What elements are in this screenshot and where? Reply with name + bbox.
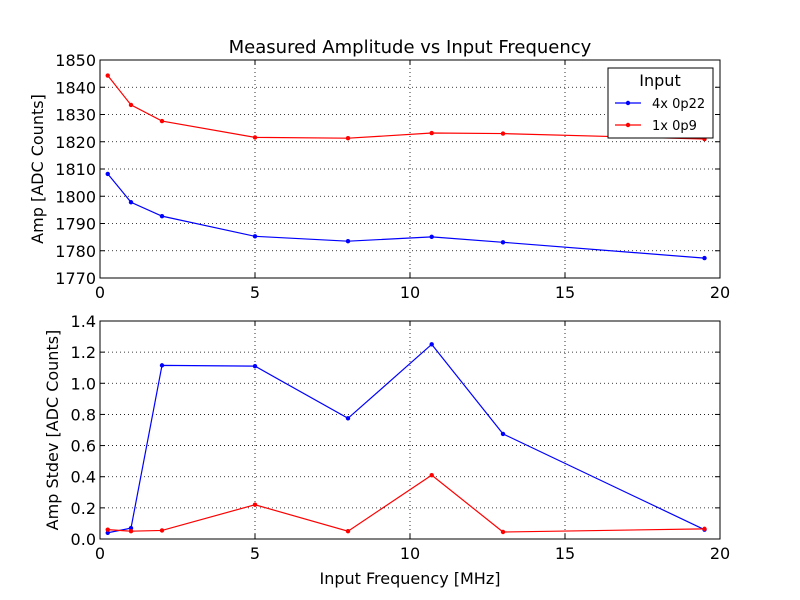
bottom-axes: 0 5 10 15 20 0.0 0.2 0.4 0.6 0.8 1.0 1.2 1.4 Amp Std… [43, 312, 730, 588]
x-tick-label: 15 [555, 283, 575, 302]
y-tick-label: 1.2 [71, 343, 96, 362]
y-tick-label: 1770 [55, 269, 96, 288]
chart-title: Measured Amplitude vs Input Frequency [229, 37, 592, 58]
y-tick-label: 0.2 [71, 499, 96, 518]
x-tick-label: 10 [400, 283, 420, 302]
data-point [500, 529, 506, 535]
data-point [159, 118, 165, 124]
data-point [702, 255, 707, 261]
data-point [105, 530, 110, 535]
y-tick-label: 0.6 [71, 437, 96, 456]
data-point [159, 363, 165, 368]
x-tick-label: 5 [250, 544, 260, 563]
legend-box [607, 67, 714, 139]
series-top [105, 73, 707, 261]
data-point [128, 200, 134, 205]
y-tick-label: 1790 [55, 215, 96, 234]
ticks-bottom: 0 5 10 15 20 0.0 0.2 0.4 0.6 0.8 1.0 1.2 1.4 [71, 312, 731, 563]
y-tick-label: 1780 [55, 242, 96, 261]
y-tick-label: 1820 [55, 133, 96, 152]
data-point [500, 131, 506, 136]
y-tick-label: 0.0 [71, 530, 96, 549]
data-point [252, 234, 258, 239]
y-tick-label: 1840 [55, 78, 96, 97]
series-line-red [107, 75, 705, 140]
x-tick-label: 15 [555, 544, 575, 563]
data-point [429, 234, 434, 240]
ticks-top: 0 5 10 15 20 1770 1780 1790 1800 1810 1820 1830 1840… [55, 51, 730, 302]
data-point [252, 502, 258, 507]
y-tick-label: 0.4 [71, 468, 96, 487]
data-point [345, 239, 351, 244]
top-axes: Measured Amplitude vs Input Frequency 0 5… [28, 37, 730, 302]
data-point [500, 240, 506, 245]
data-point [159, 528, 165, 533]
series-line-blue [107, 343, 705, 534]
y-tick-label: 1830 [55, 106, 96, 125]
series-line-red [107, 474, 705, 533]
y-tick-label: 1810 [55, 160, 96, 179]
series-line-blue [107, 173, 705, 259]
x-tick-label: 5 [250, 283, 260, 302]
data-point [429, 130, 434, 136]
legend-title: Input [639, 71, 680, 90]
x-tick-label: 10 [400, 544, 420, 563]
data-point [159, 213, 165, 219]
data-point [345, 416, 351, 421]
data-point [128, 525, 134, 531]
series-bottom [105, 342, 707, 535]
data-point [345, 529, 351, 534]
y-axis-label-bottom: Amp Stdev [ADC Counts] [43, 330, 62, 531]
data-point [345, 136, 351, 141]
legend: Input 4x 0p22 1x 0p9 [607, 67, 714, 139]
legend-marker-blue [625, 100, 631, 106]
data-point [252, 363, 258, 369]
legend-label-red: 1x 0p9 [652, 119, 697, 134]
data-point [128, 102, 134, 108]
x-tick-label: 20 [710, 544, 730, 563]
data-point [105, 171, 110, 177]
x-tick-label: 0 [95, 544, 105, 563]
x-tick-label: 20 [710, 283, 730, 302]
data-point [105, 73, 110, 78]
legend-label-blue: 4x 0p22 [652, 97, 705, 112]
y-tick-label: 1850 [55, 51, 96, 70]
y-tick-label: 1.4 [71, 312, 96, 331]
data-point [128, 529, 134, 534]
data-point [702, 526, 707, 532]
y-tick-label: 1800 [55, 187, 96, 206]
y-tick-label: 0.8 [71, 405, 96, 424]
data-point [429, 472, 434, 478]
data-point [429, 342, 434, 347]
data-point [500, 431, 506, 437]
x-axis-label: Input Frequency [MHz] [320, 569, 501, 588]
data-point [252, 135, 258, 140]
x-tick-label: 0 [95, 283, 105, 302]
y-tick-label: 1.0 [71, 374, 96, 393]
data-point [105, 527, 110, 532]
y-axis-label-top: Amp [ADC Counts] [28, 94, 47, 244]
legend-marker-red [625, 122, 631, 128]
